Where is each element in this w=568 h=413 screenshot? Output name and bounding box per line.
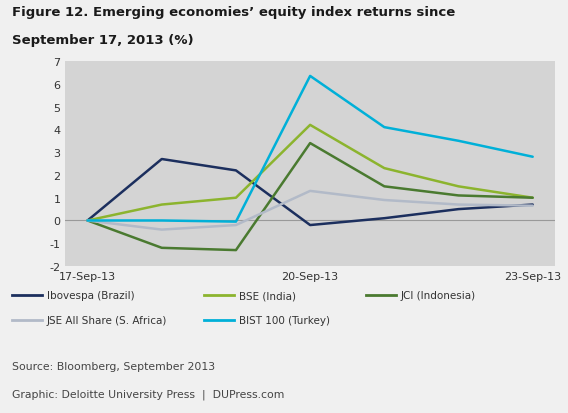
Text: BSE (India): BSE (India): [239, 290, 295, 300]
Text: Graphic: Deloitte University Press  |  DUPress.com: Graphic: Deloitte University Press | DUP…: [12, 389, 285, 399]
Text: BIST 100 (Turkey): BIST 100 (Turkey): [239, 315, 329, 325]
Text: September 17, 2013 (%): September 17, 2013 (%): [12, 34, 194, 47]
Text: Ibovespa (Brazil): Ibovespa (Brazil): [47, 290, 134, 300]
Text: JSE All Share (S. Africa): JSE All Share (S. Africa): [47, 315, 167, 325]
Text: Figure 12. Emerging economies’ equity index returns since: Figure 12. Emerging economies’ equity in…: [12, 6, 456, 19]
Text: JCI (Indonesia): JCI (Indonesia): [400, 290, 475, 300]
Text: Source: Bloomberg, September 2013: Source: Bloomberg, September 2013: [12, 361, 216, 371]
